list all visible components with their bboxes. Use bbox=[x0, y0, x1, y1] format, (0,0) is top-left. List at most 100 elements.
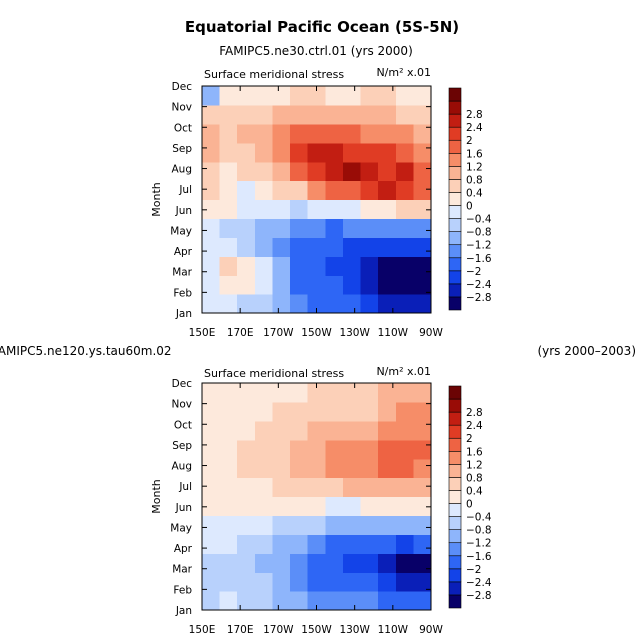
colorbar-box bbox=[448, 529, 462, 544]
heatmap-cell bbox=[219, 161, 238, 182]
colorbar-label: 1.6 bbox=[466, 446, 483, 458]
heatmap-cell bbox=[360, 591, 379, 611]
heatmap-cell bbox=[325, 553, 344, 573]
heatmap-cell bbox=[378, 256, 397, 276]
heatmap-cell bbox=[378, 458, 397, 479]
heatmap-cell bbox=[395, 401, 414, 422]
colorbar-label: −0.4 bbox=[466, 214, 492, 226]
colorbar-box bbox=[448, 581, 462, 596]
panel-2: FAMIPC5.ne120.ys.tau60m.02 (yrs 2000–2003… bbox=[0, 344, 636, 636]
heatmap-cell bbox=[272, 104, 291, 125]
colorbar-box bbox=[448, 503, 462, 517]
colorbar-box bbox=[448, 218, 462, 232]
heatmap-cell bbox=[202, 86, 221, 106]
colorbar-label: 2.8 bbox=[466, 407, 483, 419]
heatmap-cell bbox=[202, 218, 221, 238]
heatmap-cell bbox=[378, 477, 397, 498]
heatmap-cell bbox=[290, 439, 309, 460]
heatmap-cell bbox=[290, 496, 309, 517]
colorbar-label: −2.8 bbox=[466, 590, 492, 602]
heatmap-cell bbox=[325, 515, 344, 535]
heatmap-cell bbox=[202, 591, 221, 611]
heatmap-cell bbox=[272, 275, 291, 295]
colorbar-box bbox=[448, 555, 462, 570]
heatmap-cell bbox=[378, 199, 397, 220]
heatmap-cell bbox=[272, 496, 291, 517]
heatmap-cell bbox=[378, 401, 397, 422]
heatmap-cell bbox=[202, 477, 221, 498]
colorbar-box bbox=[448, 437, 462, 452]
x-tick-label: 110W bbox=[378, 624, 409, 636]
heatmap-cell bbox=[325, 420, 344, 441]
heatmap-cell bbox=[360, 515, 379, 535]
heatmap-cell bbox=[254, 104, 274, 125]
heatmap-cell bbox=[290, 420, 309, 441]
heatmap-cell bbox=[395, 439, 414, 460]
x-tick-label: 110W bbox=[378, 327, 409, 339]
heatmap-cell bbox=[307, 180, 326, 201]
heatmap-cell bbox=[219, 383, 238, 403]
heatmap-cell bbox=[272, 237, 291, 257]
heatmap-cell bbox=[219, 218, 238, 238]
heatmap-cell bbox=[237, 294, 256, 314]
heatmap-cell bbox=[237, 383, 256, 403]
colorbar-box bbox=[448, 231, 462, 246]
heatmap-cell bbox=[219, 180, 238, 201]
heatmap-cell bbox=[342, 294, 362, 314]
heatmap-cell bbox=[272, 123, 291, 144]
colorbar: −2.8−2.4−2−1.6−1.2−0.8−0.400.40.81.21.62… bbox=[448, 385, 492, 609]
heatmap-cell bbox=[272, 256, 291, 276]
y-tick-label: Sep bbox=[172, 440, 192, 452]
heatmap-cell bbox=[202, 420, 221, 441]
heatmap-cell bbox=[378, 383, 397, 403]
heatmap-cell bbox=[395, 477, 414, 498]
heatmap-cell bbox=[395, 420, 414, 441]
heatmap-cell bbox=[237, 256, 256, 276]
y-tick-label: May bbox=[170, 522, 192, 534]
colorbar-label: −1.6 bbox=[466, 253, 492, 265]
colorbar-box bbox=[448, 516, 462, 530]
heatmap-cell bbox=[342, 496, 362, 517]
colorbar-box bbox=[448, 192, 462, 206]
heatmap-cell bbox=[342, 123, 362, 144]
heatmap-cell bbox=[202, 401, 221, 422]
heatmap-cell bbox=[378, 142, 397, 163]
panel-units: N/m² x.01 bbox=[376, 365, 431, 378]
heatmap-cell bbox=[307, 237, 326, 257]
heatmap-cell bbox=[395, 383, 414, 403]
heatmap-cell bbox=[290, 572, 309, 592]
y-tick-label: Jun bbox=[175, 502, 192, 514]
heatmap-cell bbox=[254, 142, 274, 163]
y-tick-label: Jul bbox=[178, 481, 192, 493]
heatmap-cell bbox=[219, 591, 238, 611]
heatmap-cell bbox=[272, 458, 291, 479]
heatmap-cell bbox=[413, 104, 432, 125]
colorbar-label: 0.8 bbox=[466, 472, 483, 484]
heatmap-cell bbox=[378, 591, 397, 611]
heatmap-cell bbox=[237, 591, 256, 611]
heatmap-cell bbox=[360, 237, 379, 257]
heatmap-cell bbox=[219, 458, 238, 479]
heatmap-cell bbox=[272, 199, 291, 220]
colorbar-box bbox=[448, 270, 462, 285]
colorbar-box bbox=[448, 244, 462, 259]
heatmap-cell bbox=[342, 458, 362, 479]
heatmap-cell bbox=[237, 275, 256, 295]
heatmap-cell bbox=[237, 237, 256, 257]
heatmap-cell bbox=[219, 237, 238, 257]
heatmap-cell bbox=[360, 439, 379, 460]
heatmap-cell bbox=[413, 199, 432, 220]
heatmap-cell bbox=[342, 591, 362, 611]
heatmap-cell bbox=[237, 104, 256, 125]
heatmap-cell bbox=[395, 86, 414, 106]
heatmap-cell bbox=[378, 420, 397, 441]
colorbar-box bbox=[448, 139, 462, 154]
heatmap-cell bbox=[413, 237, 432, 257]
heatmap-cell bbox=[290, 161, 309, 182]
panel-title: Surface meridional stress bbox=[204, 68, 344, 81]
heatmap-cell bbox=[219, 256, 238, 276]
heatmap-cell bbox=[202, 123, 221, 144]
heatmap-cell bbox=[325, 401, 344, 422]
heatmap-cell bbox=[237, 123, 256, 144]
heatmap-cell bbox=[360, 477, 379, 498]
